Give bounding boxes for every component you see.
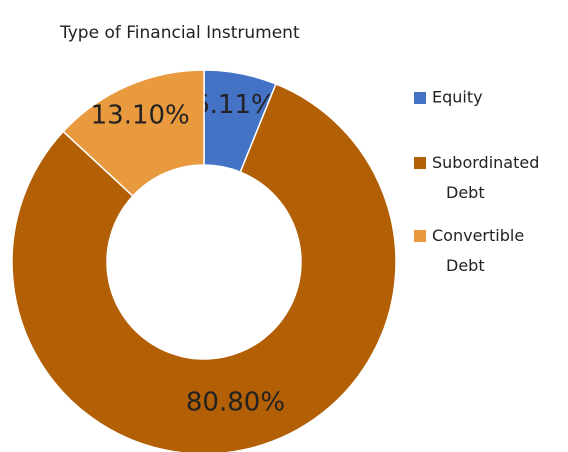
donut-segment xyxy=(62,69,205,198)
legend-label: Convertible Debt xyxy=(432,226,524,275)
chart-title: Type of Financial Instrument xyxy=(59,23,300,43)
data-label: 6.11% xyxy=(193,90,276,120)
legend-swatch xyxy=(414,157,426,169)
legend-swatch xyxy=(414,92,426,104)
data-label: 80.80% xyxy=(186,388,285,418)
data-label: 13.10% xyxy=(91,100,190,130)
legend-label: Equity xyxy=(432,88,483,107)
legend-label: Subordinated Debt xyxy=(432,153,539,202)
donut-segment xyxy=(11,82,397,452)
legend-swatch xyxy=(414,230,426,242)
